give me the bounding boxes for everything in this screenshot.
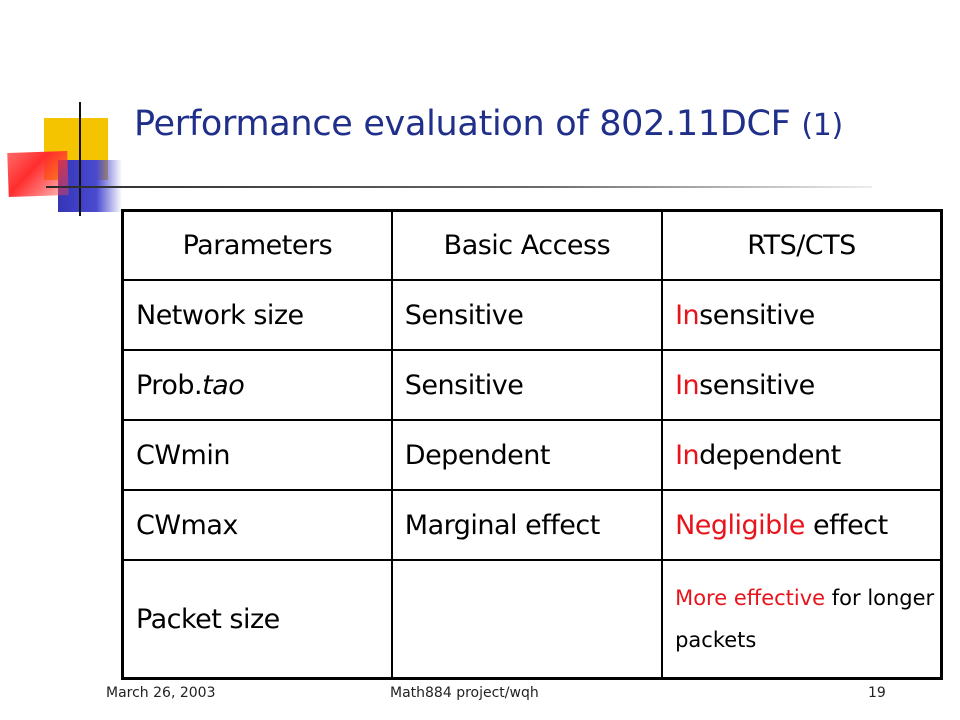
param-prefix: Prob. [136,369,203,401]
table-row: Network size Sensitive Insensitive [121,279,943,351]
rts-cts-cell: Insensitive [661,279,943,351]
param-cell: CWmin [121,419,393,491]
decorative-vertical-line [79,102,81,216]
param-cell: Prob.tao [121,349,393,421]
basic-access-cell [390,559,664,680]
rts-cts-rest: effect [804,509,888,541]
footer-date: March 26, 2003 [106,685,216,701]
table-row: Prob.tao Sensitive Insensitive [121,349,943,421]
rts-cts-prefix: In [675,369,700,401]
decorative-red-square [7,150,69,198]
rts-cts-rest: dependent [699,439,841,471]
rts-cts-prefix: In [675,439,700,471]
slide-title: Performance evaluation of 802.11DCF (1) [134,104,843,144]
rts-cts-wrapped-text: More effective for longer packets [675,577,940,661]
rts-cts-prefix: More effective [675,586,826,610]
rts-cts-cell: Insensitive [661,349,943,421]
rts-cts-cell: Negligible effect [661,489,943,561]
rts-cts-rest: sensitive [699,299,815,331]
title-underline [46,186,872,188]
rts-cts-prefix: Negligible [675,509,805,541]
footer-project: Math884 project/wqh [390,685,539,701]
table-row: CWmin Dependent Independent [121,419,943,491]
param-cell: Packet size [121,559,393,680]
slide-title-main: Performance evaluation of 802.11DCF [134,104,791,144]
table-row: Packet size More effective for longer pa… [121,559,943,680]
param-cell: CWmax [121,489,393,561]
rts-cts-cell: Independent [661,419,943,491]
header-rts-cts: RTS/CTS [661,209,943,281]
footer-page-number: 19 [868,685,886,701]
comparison-table: Parameters Basic Access RTS/CTS Network … [121,209,943,680]
basic-access-cell: Dependent [390,419,664,491]
rts-cts-rest: for longer packets [675,586,935,652]
header-basic-access: Basic Access [390,209,664,281]
slide-title-suffix: (1) [801,108,843,143]
rts-cts-prefix: In [675,299,700,331]
basic-access-cell: Sensitive [390,349,664,421]
rts-cts-rest: sensitive [699,369,815,401]
table-header-row: Parameters Basic Access RTS/CTS [121,209,943,281]
param-italic: tao [202,369,245,401]
table-row: CWmax Marginal effect Negligible effect [121,489,943,561]
basic-access-cell: Sensitive [390,279,664,351]
header-parameters: Parameters [121,209,393,281]
rts-cts-cell: More effective for longer packets [661,559,943,680]
basic-access-cell: Marginal effect [390,489,664,561]
param-cell: Network size [121,279,393,351]
